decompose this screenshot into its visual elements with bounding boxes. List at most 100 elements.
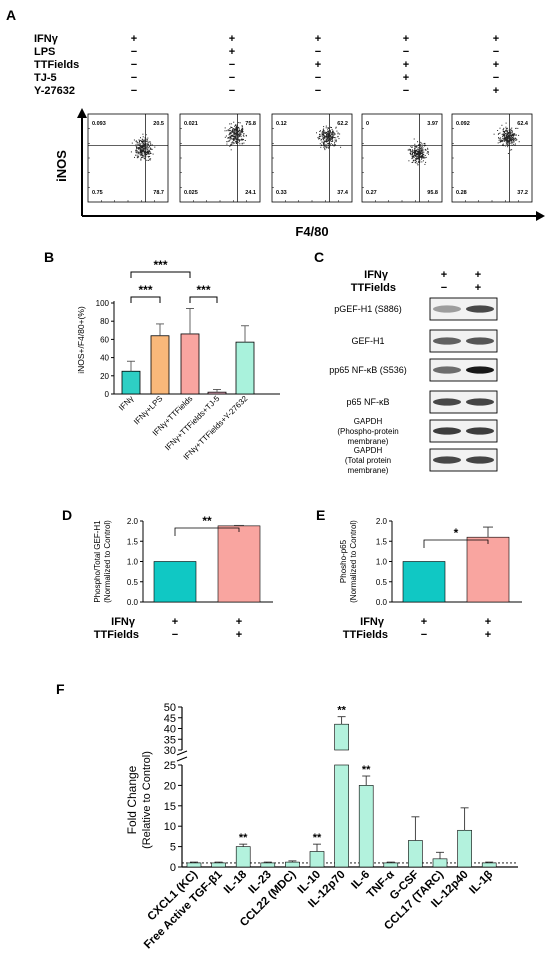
event-dot [333, 144, 335, 146]
event-dot [139, 153, 141, 155]
event-dot [419, 145, 421, 147]
event-dot [144, 151, 146, 153]
arrow-head-icon [536, 211, 545, 221]
event-dot [507, 134, 509, 136]
treatment-sign: + [403, 33, 409, 45]
event-dot [423, 153, 425, 155]
event-dot [498, 137, 500, 139]
event-dot [136, 157, 138, 159]
event-dot [322, 135, 324, 137]
blot-band [466, 398, 494, 406]
event-dot [233, 129, 235, 131]
event-dot [427, 151, 429, 153]
event-dot [418, 156, 420, 158]
event-dot [511, 137, 513, 139]
event-dot [142, 150, 144, 151]
event-dot [327, 141, 329, 142]
event-dot [417, 141, 418, 143]
panel-label-a: A [6, 7, 16, 23]
event-dot [334, 133, 336, 135]
event-dot [507, 137, 509, 139]
event-dot [327, 136, 329, 138]
event-dot [151, 144, 153, 146]
flow-plot: 0.093 20.5 0.75 78.7 [87, 113, 169, 203]
event-dot [326, 137, 328, 139]
event-dot [424, 145, 426, 147]
blot-label: membrane) [348, 466, 389, 475]
event-dot [147, 150, 149, 152]
event-dot [230, 127, 232, 128]
treatment-sign: + [493, 33, 499, 45]
event-dot [239, 143, 241, 145]
event-dot [411, 162, 413, 163]
event-dot [147, 153, 149, 154]
treatment-sign: − [131, 85, 137, 97]
event-dot [508, 134, 510, 136]
event-dot [410, 146, 412, 148]
event-dot [321, 131, 323, 133]
bar [121, 370, 141, 395]
y-tick-label: 10 [164, 821, 176, 833]
bar [217, 525, 261, 603]
event-dot [142, 140, 144, 142]
event-dot [509, 149, 511, 151]
event-dot [323, 137, 324, 139]
event-dot [142, 151, 144, 153]
event-dot [324, 149, 326, 151]
event-dot [145, 134, 147, 136]
event-dot [503, 138, 505, 140]
event-dot [329, 134, 331, 136]
event-dot [427, 147, 429, 149]
event-dot [506, 133, 508, 135]
event-dot [145, 145, 147, 147]
event-dot [335, 139, 337, 141]
event-dot [327, 134, 329, 136]
event-dot [232, 129, 234, 131]
event-dot [503, 137, 505, 139]
event-dot [411, 153, 413, 155]
event-dot [512, 133, 514, 135]
y-axis-label: (Relative to Control) [141, 751, 153, 849]
event-dot [321, 144, 323, 146]
event-dot [506, 142, 508, 144]
event-dot [224, 127, 226, 129]
event-dot [235, 126, 237, 128]
event-dot [423, 151, 425, 153]
event-dot [232, 128, 234, 130]
event-dot [234, 137, 236, 139]
event-dot [326, 132, 328, 134]
event-dot [243, 142, 245, 144]
event-dot [337, 132, 339, 134]
event-dot [230, 135, 232, 136]
event-dot [327, 132, 329, 134]
event-dot [144, 145, 146, 146]
event-dot [143, 157, 145, 159]
flow-plot: 0.021 75.8 0.025 24.1 [179, 113, 261, 203]
axis-break-mark [176, 756, 188, 762]
event-dot [235, 124, 237, 126]
event-dot [137, 150, 138, 152]
event-dot [504, 138, 506, 140]
event-dot [505, 138, 507, 140]
blot-strip: pGEF-H1 (S886) [334, 297, 498, 321]
event-dot [418, 158, 420, 160]
event-dot [333, 145, 335, 147]
event-dot [416, 157, 418, 159]
treatment-sign: − [315, 46, 321, 58]
event-dot [506, 128, 508, 129]
event-dot [504, 140, 506, 142]
significance-bracket [130, 296, 161, 303]
blot-frame [429, 390, 498, 414]
event-dot [338, 138, 340, 140]
event-dot [135, 140, 137, 142]
event-dot [328, 145, 330, 147]
event-dot [332, 131, 334, 132]
event-dot [511, 149, 513, 151]
event-dot [227, 129, 229, 131]
event-dot [415, 146, 417, 148]
event-dot [422, 156, 423, 157]
event-dot [144, 155, 146, 157]
event-dot [503, 134, 505, 136]
event-dot [232, 128, 234, 130]
event-dot [328, 136, 330, 138]
